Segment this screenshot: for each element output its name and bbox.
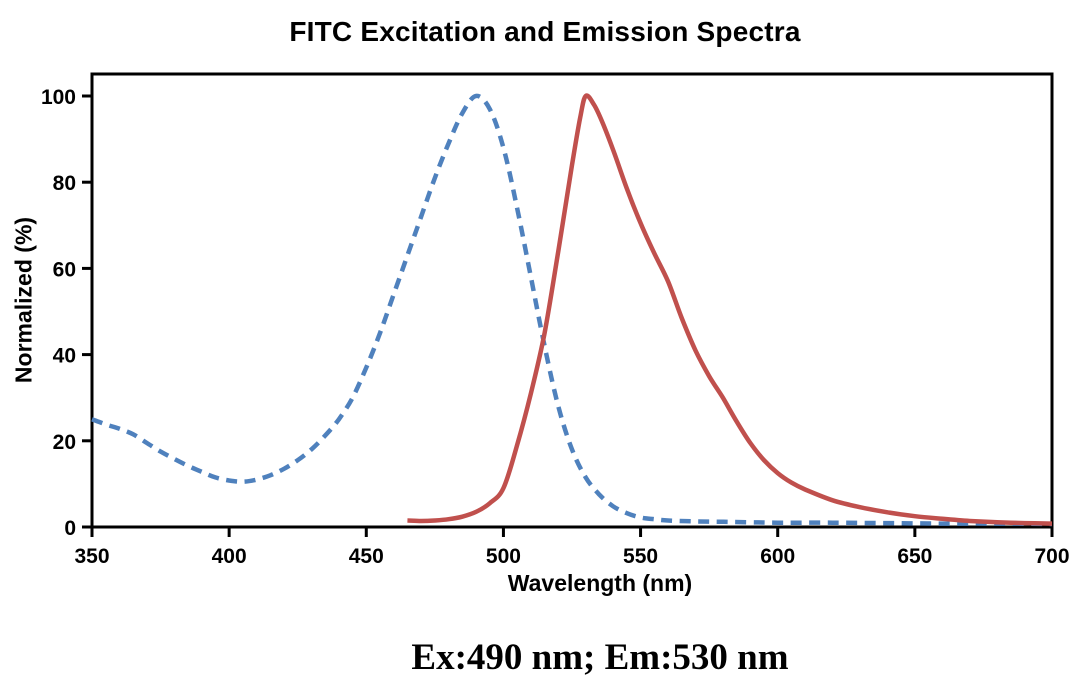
x-tick-label: 500 [486,545,521,568]
y-axis-label: Normalized (%) [10,216,37,384]
chart-title: FITC Excitation and Emission Spectra [289,16,801,47]
y-tick-label: 100 [41,86,76,109]
excitation-curve [91,93,1053,527]
y-tick-label: 40 [53,345,76,368]
emission-curve [407,93,1053,526]
y-tick-label: 80 [53,172,76,195]
y-tick-label: 20 [53,431,76,454]
x-tick-label: 350 [74,545,109,568]
x-tick-label: 700 [1034,545,1069,568]
x-tick-label: 400 [212,545,247,568]
y-tick-label: 60 [53,258,76,281]
y-tick-label: 0 [64,517,76,540]
caption-ex-em-values: Ex:490 nm; Em:530 nm [411,637,789,678]
x-axis-label: Wavelength (nm) [507,570,693,596]
x-tick-label: 650 [897,545,932,568]
axis-box [90,72,1054,529]
x-tick-label: 450 [349,545,384,568]
x-tick-label: 600 [760,545,795,568]
x-tick-label: 550 [623,545,658,568]
